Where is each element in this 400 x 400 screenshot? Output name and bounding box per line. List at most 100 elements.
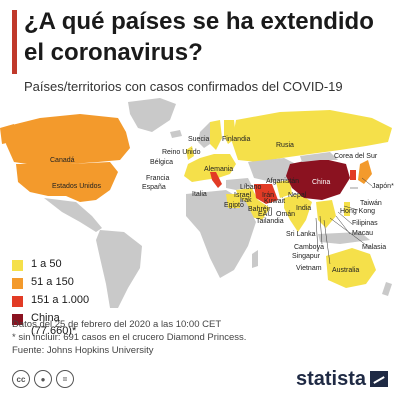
label-singapur: Singapur bbox=[292, 253, 321, 260]
region-india bbox=[284, 194, 312, 232]
region-greenland bbox=[128, 98, 176, 132]
legend-item-151-1000: 151 a 1.000 bbox=[12, 294, 89, 312]
page-title: ¿A qué países se ha extendido el coronav… bbox=[24, 8, 374, 66]
region-usa bbox=[16, 162, 118, 202]
label-finlandia: Finlandia bbox=[222, 136, 251, 143]
note-source: Fuente: Johns Hopkins University bbox=[12, 345, 154, 356]
label-iran: Irán bbox=[262, 192, 274, 199]
label-macau: Macau bbox=[352, 230, 373, 237]
label-espana: España bbox=[142, 184, 166, 191]
legend-item-china: China (77.660)* bbox=[12, 312, 89, 338]
region-afghanistan bbox=[276, 180, 292, 198]
region-norway bbox=[198, 122, 210, 148]
label-kuwait: Kuwait bbox=[264, 198, 285, 205]
label-hong-kong: Hong Kong bbox=[340, 208, 375, 215]
region-sweden bbox=[210, 120, 222, 150]
region-australia bbox=[326, 248, 376, 288]
legend-label: 151 a 1.000 bbox=[31, 294, 90, 306]
label-irak: Irak bbox=[240, 197, 252, 204]
region-russia bbox=[232, 110, 392, 162]
region-canada bbox=[6, 114, 130, 166]
legend-label: 51 a 150 bbox=[31, 276, 74, 288]
label-suecia: Suecia bbox=[188, 136, 210, 143]
brand-mark-icon bbox=[370, 371, 388, 387]
region-middle-east bbox=[236, 188, 270, 220]
region-africa bbox=[186, 190, 256, 278]
statista-logo[interactable]: statista bbox=[296, 368, 388, 391]
legend: 1 a 50 51 a 150 151 a 1.000 China (77.66… bbox=[12, 258, 89, 338]
world-map-svg: Canadá Estados Unidos Suecia Finlandia R… bbox=[0, 98, 394, 308]
label-india: India bbox=[296, 205, 311, 212]
legend-swatch bbox=[12, 278, 23, 289]
label-reino-unido: Reino Unido bbox=[162, 149, 201, 156]
label-nepal: Nepal bbox=[288, 192, 307, 199]
label-corea: Corea del Sur bbox=[334, 153, 378, 160]
region-turkey bbox=[226, 178, 252, 190]
label-egipto: Egipto bbox=[224, 202, 244, 209]
note-footnote: * sin incluir: 691 casos en el crucero D… bbox=[12, 332, 247, 343]
region-se-asia bbox=[316, 200, 336, 228]
legend-swatch bbox=[12, 296, 23, 307]
label-belgica: Bélgica bbox=[150, 159, 173, 166]
legend-label: China bbox=[31, 312, 60, 324]
label-alemania: Alemania bbox=[204, 166, 233, 173]
leader-lines bbox=[315, 177, 373, 265]
label-bahrein: Bahréin bbox=[248, 206, 272, 213]
legend-label: 1 a 50 bbox=[31, 258, 62, 270]
label-china: China bbox=[312, 179, 330, 186]
label-libano: Líbano bbox=[240, 184, 262, 191]
legend-label-group: China (77.660)* bbox=[31, 312, 76, 338]
region-south-america bbox=[96, 230, 142, 308]
legend-swatch bbox=[12, 314, 23, 325]
region-new-zealand bbox=[382, 282, 392, 296]
notes: Datos del 25 de febrero del 2020 a las 1… bbox=[12, 318, 246, 357]
label-taiwan: Taiwán bbox=[360, 200, 382, 207]
region-mexico bbox=[44, 198, 102, 232]
region-italy bbox=[210, 172, 222, 188]
label-camboya: Camboya bbox=[294, 244, 324, 251]
region-mongolia bbox=[300, 152, 338, 162]
label-tailandia: Tailandia bbox=[256, 218, 284, 225]
region-china bbox=[286, 158, 350, 200]
region-egypt bbox=[226, 194, 240, 208]
legend-sublabel: (77.660)* bbox=[31, 325, 77, 337]
legend-item-1-50: 1 a 50 bbox=[12, 258, 89, 276]
region-korea bbox=[350, 170, 356, 180]
label-italia: Italia bbox=[192, 191, 207, 198]
license-icons: cc ● = bbox=[12, 370, 74, 388]
region-iran bbox=[254, 184, 278, 204]
label-sri-lanka: Sri Lanka bbox=[286, 231, 316, 238]
label-eau: EAU bbox=[258, 211, 272, 218]
region-uk bbox=[186, 146, 194, 160]
label-oman: Omán bbox=[276, 211, 295, 218]
label-australia: Australia bbox=[332, 267, 359, 274]
no-derivatives-icon[interactable]: = bbox=[56, 370, 74, 388]
title-accent-bar bbox=[12, 10, 17, 74]
region-indonesia bbox=[318, 232, 370, 244]
attribution-icon[interactable]: ● bbox=[34, 370, 52, 388]
region-japan bbox=[358, 160, 372, 184]
subtitle: Países/territorios con casos confirmados… bbox=[24, 79, 343, 94]
note-date: Datos del 25 de febrero del 2020 a las 1… bbox=[12, 319, 222, 330]
label-malasia: Malasia bbox=[362, 244, 386, 251]
brand-name: statista bbox=[295, 367, 366, 390]
label-vietnam: Vietnam bbox=[296, 265, 322, 272]
label-filipinas: Filipinas bbox=[352, 220, 378, 227]
world-map: Canadá Estados Unidos Suecia Finlandia R… bbox=[0, 98, 400, 310]
legend-swatch bbox=[12, 260, 23, 271]
label-afganistan: Afganistán bbox=[266, 178, 299, 185]
footer: cc ● = statista bbox=[12, 366, 388, 392]
label-rusia: Rusia bbox=[276, 142, 294, 149]
region-madagascar bbox=[252, 250, 258, 268]
region-europe bbox=[184, 154, 236, 182]
region-philippines bbox=[344, 202, 350, 216]
label-canada: Canadá bbox=[50, 157, 75, 164]
label-usa: Estados Unidos bbox=[52, 183, 102, 190]
label-francia: Francia bbox=[146, 175, 169, 182]
label-japon: Japón* bbox=[372, 183, 394, 190]
cc-icon[interactable]: cc bbox=[12, 370, 30, 388]
region-iceland bbox=[170, 130, 182, 138]
legend-item-51-150: 51 a 150 bbox=[12, 276, 89, 294]
label-israel: Israel bbox=[234, 192, 252, 199]
region-alaska bbox=[0, 124, 14, 144]
